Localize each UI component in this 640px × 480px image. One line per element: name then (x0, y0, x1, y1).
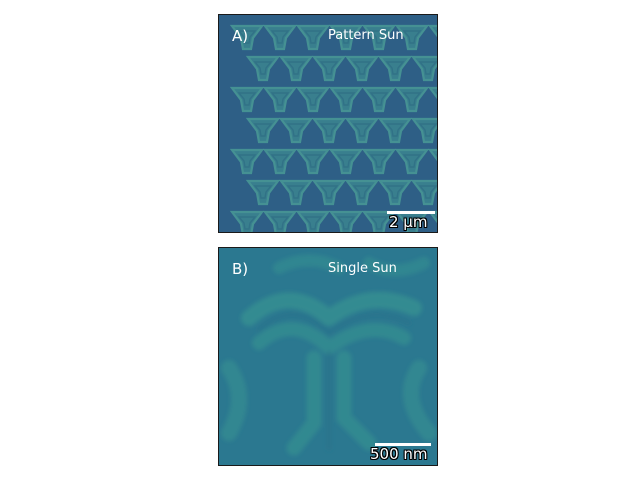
trefoil-shape (312, 117, 346, 144)
trefoil-shape (279, 117, 313, 144)
scale-bar-label: 500 nm (370, 445, 428, 463)
trefoil-shape (378, 179, 412, 206)
trefoil-shape (411, 117, 437, 144)
trefoil-shape (411, 179, 437, 206)
panel-label: A) (232, 27, 249, 45)
panel-pattern-sun: A) Pattern Sun 2 µm (218, 14, 438, 233)
trefoil-shape (395, 148, 429, 175)
trefoil-shape (230, 148, 264, 175)
trefoil-shape (428, 148, 437, 175)
trefoil-shape (329, 210, 363, 232)
trefoil-shape (329, 86, 363, 113)
scale-bar (387, 211, 435, 214)
trefoil-shape (296, 210, 330, 232)
trefoil-shape (246, 55, 280, 82)
trefoil-shape (312, 179, 346, 206)
trefoil-shape (279, 179, 313, 206)
trefoil-shape (345, 117, 379, 144)
trefoil-shape (329, 148, 363, 175)
trefoil-shape (428, 86, 437, 113)
scale-bar-label: 2 µm (389, 213, 428, 231)
trefoil-shape (296, 148, 330, 175)
trefoil-shape (263, 210, 297, 232)
trefoil-shape (279, 55, 313, 82)
trefoil-shape (246, 179, 280, 206)
trefoil-shape (428, 24, 437, 51)
trefoil-shape (263, 24, 297, 51)
panel-title: Single Sun (328, 261, 397, 276)
trefoil-shape (395, 86, 429, 113)
trefoil-shape (230, 210, 264, 232)
trefoil-shape (296, 24, 330, 51)
trefoil-shape (362, 86, 396, 113)
panel-label: B) (232, 260, 249, 278)
trefoil-shape (345, 179, 379, 206)
trefoil-shape (378, 55, 412, 82)
trefoil-shape (411, 55, 437, 82)
trefoil-shape (428, 210, 437, 232)
trefoil-shape (246, 117, 280, 144)
scale-bar (375, 443, 431, 446)
single-sun-image (221, 254, 437, 456)
trefoil-shape (362, 148, 396, 175)
trefoil-shape (345, 55, 379, 82)
trefoil-shape (230, 86, 264, 113)
trefoil-shape (378, 117, 412, 144)
trefoil-shape (263, 148, 297, 175)
trefoil-shape (296, 86, 330, 113)
trefoil-shape (312, 55, 346, 82)
panel-title: Pattern Sun (328, 28, 404, 43)
panel-single-sun: B) Single Sun 500 nm (218, 247, 438, 466)
pattern-sun-image (230, 24, 437, 232)
trefoil-shape (263, 86, 297, 113)
